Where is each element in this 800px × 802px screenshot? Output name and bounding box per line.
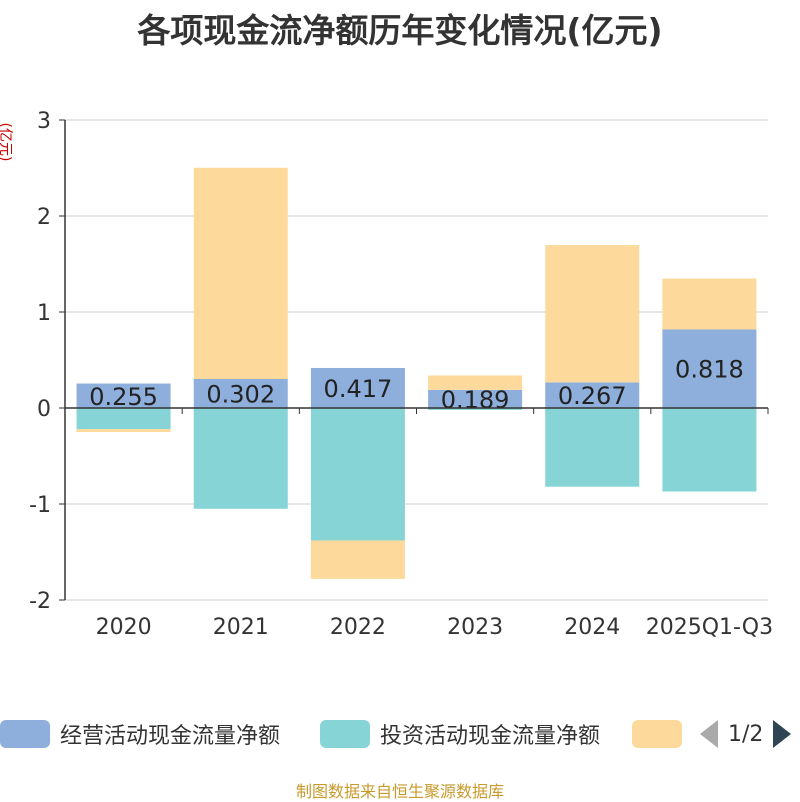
bar-series0-2024 [545,382,640,408]
legend-item-investing[interactable]: 投资活动现金流量净额 [320,716,600,752]
x-tick-label-2020: 2020 [96,615,152,640]
bar-series1-2024 [545,408,640,487]
legend: 经营活动现金流量净额 投资活动现金流量净额 1/2 [0,716,800,756]
bar-series0-2021 [193,379,288,408]
data-label-2022: 0.417 [324,375,393,403]
y-tick-label-5: 3 [37,109,51,134]
legend-item-operating[interactable]: 经营活动现金流量净额 [0,716,280,752]
y-tick-label-2: 0 [37,397,51,422]
source-note: 制图数据来自恒生聚源数据库 [295,782,504,801]
bar-series2-2021 [193,167,288,380]
bar-series1-2020 [76,408,171,430]
legend-page-indicator: 1/2 [728,721,764,747]
bar-series1-2025Q1-Q3 [662,408,757,492]
x-tick-label-2021: 2021 [213,615,269,640]
bar-series2-2022 [310,540,405,579]
y-tick-label-3: 1 [37,301,51,326]
y-tick-label-1: -1 [29,493,51,518]
bar-series0-2023 [428,389,523,408]
legend-swatch-investing [320,720,370,748]
data-label-2021: 0.302 [206,381,275,409]
data-label-2020: 0.255 [89,383,158,411]
bar-series1-2023 [428,408,523,410]
x-tick-label-2024: 2024 [564,615,620,640]
legend-pager: 1/2 [700,716,792,752]
legend-swatch-operating [0,720,50,748]
bar-series0-2025Q1-Q3 [662,329,757,408]
x-tick-label-2022: 2022 [330,615,386,640]
next-page-icon[interactable] [773,720,792,748]
legend-label-operating: 经营活动现金流量净额 [60,724,281,749]
bar-series1-2021 [193,408,288,509]
x-tick-label-2025Q1-Q3: 2025Q1-Q3 [646,615,773,640]
legend-item-financing[interactable] [632,716,692,752]
chart-title: 各项现金流净额历年变化情况(亿元) [137,11,663,50]
legend-swatch-financing [632,720,682,748]
legend-label-investing: 投资活动现金流量净额 [380,724,601,749]
data-label-2024: 0.267 [558,382,627,410]
y-tick-label-0: -2 [29,589,51,614]
bar-series0-2020 [76,383,171,408]
bar-series2-2025Q1-Q3 [662,278,757,330]
bar-series2-2023 [428,375,523,390]
bar-series0-2022 [310,367,405,408]
y-tick-label-4: 2 [37,205,51,230]
x-tick-label-2023: 2023 [447,615,503,640]
data-label-2025Q1-Q3: 0.818 [675,356,744,384]
bar-series1-2022 [310,408,405,541]
prev-page-icon[interactable] [700,720,718,748]
bar-series2-2024 [545,245,640,383]
bar-series2-2020 [76,429,171,432]
